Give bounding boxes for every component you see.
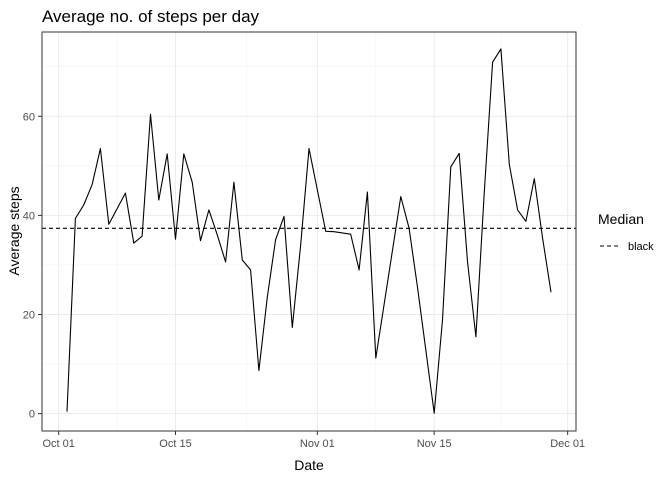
x-tick-label: Dec 01 bbox=[550, 438, 585, 450]
y-tick-label: 0 bbox=[29, 409, 35, 421]
legend-label: black bbox=[628, 241, 654, 253]
x-tick-label: Nov 15 bbox=[417, 438, 452, 450]
chart-marks bbox=[42, 48, 576, 414]
x-tick-label: Nov 01 bbox=[300, 438, 335, 450]
series-line bbox=[66, 48, 552, 414]
y-tick-label: 60 bbox=[23, 111, 35, 123]
chart-title: Average no. of steps per day bbox=[42, 7, 260, 26]
plot-panel bbox=[42, 32, 576, 431]
y-axis-title: Average steps bbox=[6, 186, 22, 275]
y-tick-label: 40 bbox=[23, 210, 35, 222]
grid-lines bbox=[42, 32, 576, 431]
x-tick-label: Oct 01 bbox=[42, 438, 74, 450]
legend: Median black bbox=[598, 211, 654, 253]
x-tick-label: Oct 15 bbox=[159, 438, 191, 450]
x-axis-title: Date bbox=[294, 457, 324, 473]
plot-border bbox=[41, 31, 577, 432]
y-tick-label: 20 bbox=[23, 310, 35, 322]
legend-title: Median bbox=[598, 211, 644, 227]
axes: Oct 01 Oct 15 Nov 01 Nov 15 Dec 01 0 20 40 60 bbox=[23, 111, 585, 450]
